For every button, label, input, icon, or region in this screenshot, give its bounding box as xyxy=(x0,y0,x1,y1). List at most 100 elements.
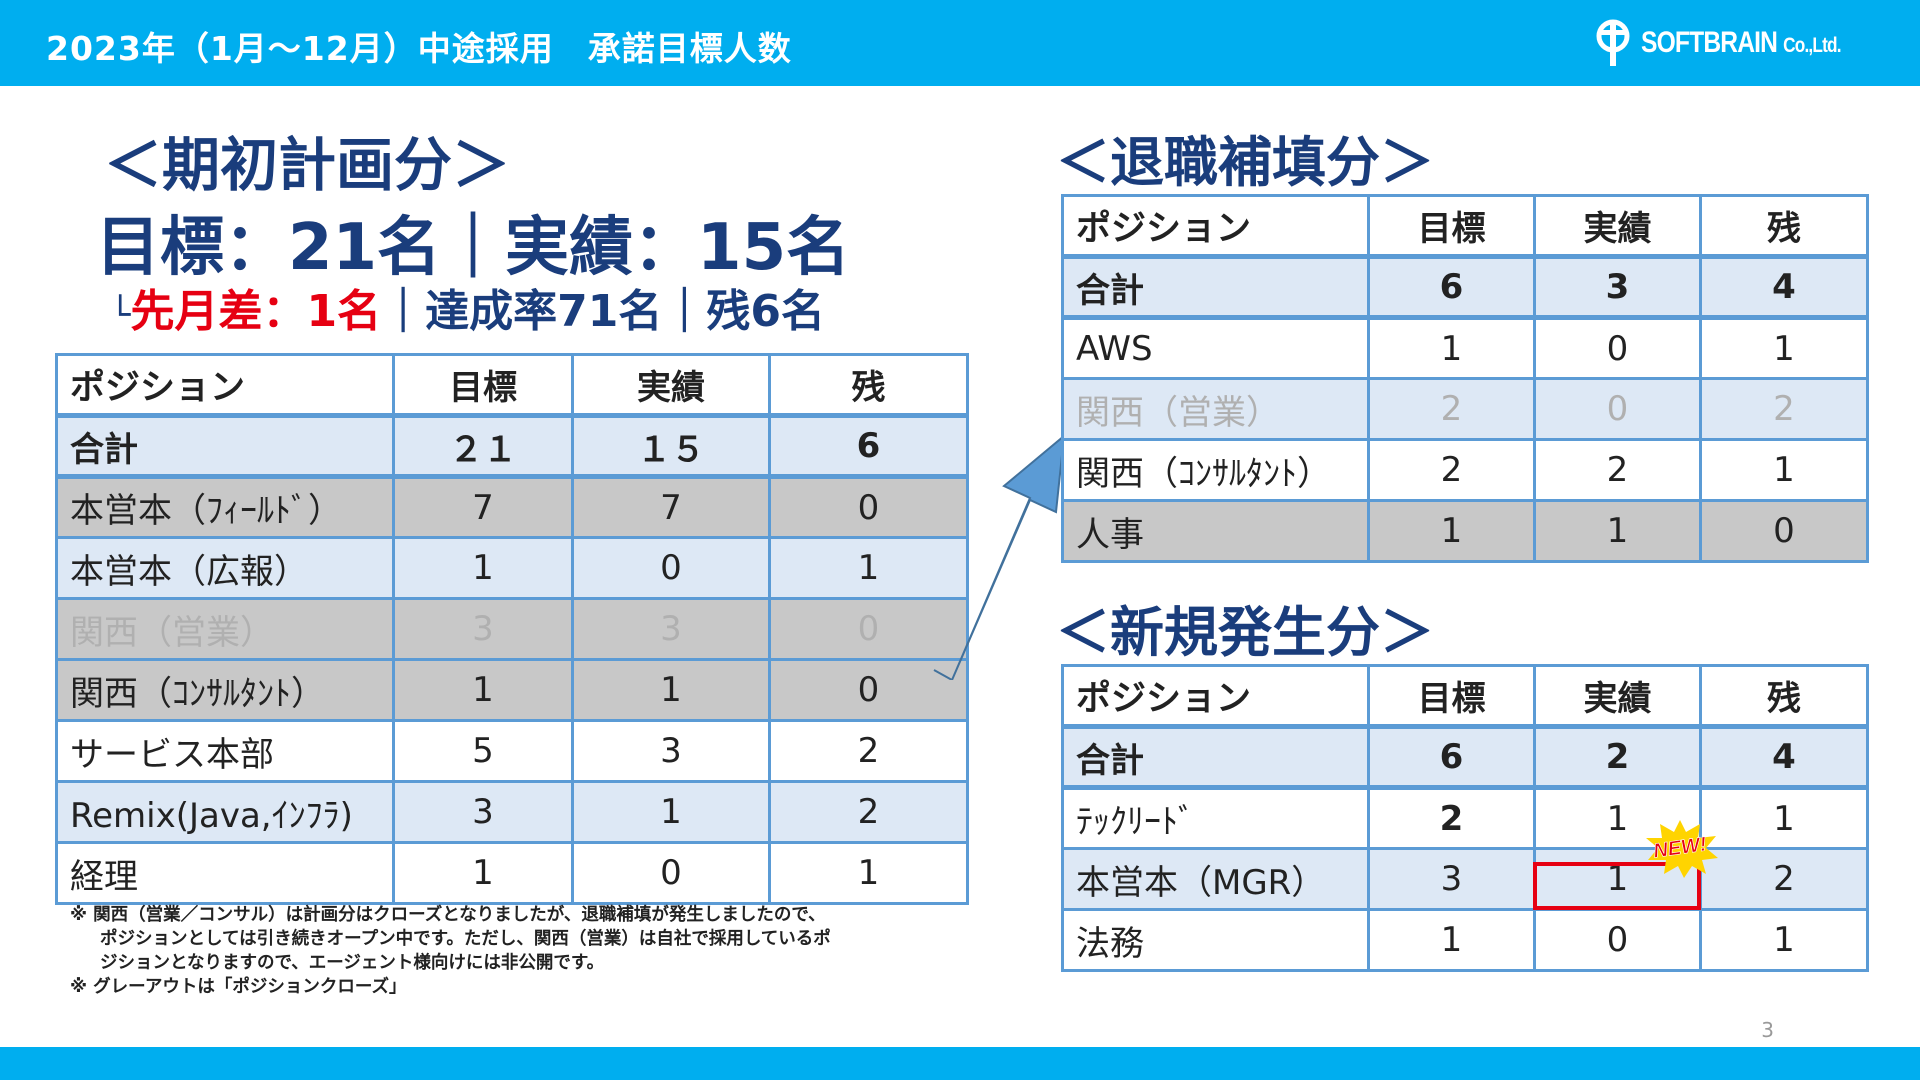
total-row: 合計 6 2 4 xyxy=(1061,725,1869,790)
logo-suffix: Co.,Ltd. xyxy=(1782,34,1841,57)
cell: 1 xyxy=(1533,847,1702,911)
cell: 関西（営業） xyxy=(1061,377,1370,441)
cell: 1 xyxy=(1699,316,1869,380)
achievement-rest: ｜達成率71名｜残6名 xyxy=(381,286,825,337)
softbrain-logo-icon xyxy=(1596,19,1629,66)
cell: 1 xyxy=(392,536,574,600)
new-badge: NEW! xyxy=(1646,820,1718,878)
cell: 2 xyxy=(1367,438,1536,502)
table-row: 経理 1 0 1 xyxy=(55,841,969,905)
cell: 2 xyxy=(768,719,969,783)
cell: 0 xyxy=(768,597,969,661)
header-position: ポジション xyxy=(1061,664,1370,729)
footnote-line: ポジションとしては引き続きオープン中です。ただし、関西（営業）は自社で採用してい… xyxy=(100,929,831,949)
cell: 0 xyxy=(571,536,771,600)
header-remaining: 残 xyxy=(1699,194,1869,259)
cell: Remix(Java,ｲﾝﾌﾗ) xyxy=(55,780,395,844)
cell: 合計 xyxy=(1061,255,1370,320)
cell: 法務 xyxy=(1061,908,1370,972)
cell: 6 xyxy=(768,414,969,479)
header-remaining: 残 xyxy=(768,353,969,418)
cell: 2 xyxy=(1367,786,1536,850)
arrow-icon xyxy=(933,433,1066,680)
table-row: 法務 1 0 1 xyxy=(1061,908,1869,972)
cell: 1 xyxy=(392,841,574,905)
cell: 1 xyxy=(1699,786,1869,850)
page-number: 3 xyxy=(1761,1018,1774,1042)
cell: １５ xyxy=(571,414,771,479)
table-row: 関西（ｺﾝｻﾙﾀﾝﾄ） 2 2 1 xyxy=(1061,438,1869,502)
cell: 本営本（ﾌｨｰﾙﾄﾞ） xyxy=(55,475,395,539)
cell: 3 xyxy=(1367,847,1536,911)
cell: 3 xyxy=(571,597,771,661)
header-target: 目標 xyxy=(1367,194,1536,259)
footnote: ※ 関西（営業／コンサル）は計画分はクローズとなりましたが、退職補填が発生しまし… xyxy=(70,903,970,999)
cell: 3 xyxy=(571,719,771,783)
table-row: ﾃｯｸﾘｰﾄﾞ 2 1 1 xyxy=(1061,786,1869,850)
cell: 1 xyxy=(1367,499,1536,563)
cell: 1 xyxy=(1367,316,1536,380)
company-logo: SOFTBRAIN Co.,Ltd. xyxy=(1593,16,1885,70)
table-row: 関西（営業） 2 0 2 xyxy=(1061,377,1869,441)
new-heading: ＜新規発生分＞ xyxy=(1056,601,1434,664)
footer-bar xyxy=(0,1047,1920,1080)
cell: 0 xyxy=(768,658,969,722)
cell: 5 xyxy=(392,719,574,783)
cell: 0 xyxy=(571,841,771,905)
cell: 2 xyxy=(1699,847,1869,911)
corner-mark: └ xyxy=(110,295,131,335)
cell: 本営本（広報） xyxy=(55,536,395,600)
footnote-line: ※ グレーアウトは「ポジションクローズ」 xyxy=(70,977,407,997)
cell: 0 xyxy=(768,475,969,539)
cell: 3 xyxy=(392,597,574,661)
cell: AWS xyxy=(1061,316,1370,380)
cell: 7 xyxy=(571,475,771,539)
table-row: 人事 1 1 0 xyxy=(1061,499,1869,563)
table-row: サービス本部 5 3 2 xyxy=(55,719,969,783)
logo-text: SOFTBRAIN xyxy=(1640,26,1778,59)
table-row: AWS 1 0 1 xyxy=(1061,316,1869,380)
cell: 合計 xyxy=(1061,725,1370,790)
cell: 0 xyxy=(1533,316,1702,380)
cell: 1 xyxy=(1699,438,1869,502)
footnote-line: ※ 関西（営業／コンサル）は計画分はクローズとなりましたが、退職補填が発生しまし… xyxy=(70,905,826,925)
table-row: 関西（営業） 3 3 0 xyxy=(55,597,969,661)
cell: 1 xyxy=(571,658,771,722)
cell: 1 xyxy=(768,841,969,905)
slide-title: 2023年（1月～12月）中途採用 承諾目標人数 xyxy=(46,29,792,68)
cell: 2 xyxy=(1367,377,1536,441)
table-row: 本営本（広報） 1 0 1 xyxy=(55,536,969,600)
cell: 1 xyxy=(571,780,771,844)
total-row: 合計 6 3 4 xyxy=(1061,255,1869,320)
cell: 1 xyxy=(768,536,969,600)
retire-heading: ＜退職補填分＞ xyxy=(1056,131,1434,194)
cell: 6 xyxy=(1367,255,1536,320)
table-row: 関西（ｺﾝｻﾙﾀﾝﾄ） 1 1 0 xyxy=(55,658,969,722)
header-position: ポジション xyxy=(55,353,395,418)
cell: 1 xyxy=(1699,908,1869,972)
cell: 4 xyxy=(1699,255,1869,320)
cell: 関西（ｺﾝｻﾙﾀﾝﾄ） xyxy=(1061,438,1370,502)
cell: ﾃｯｸﾘｰﾄﾞ xyxy=(1061,786,1370,850)
total-row: 合計 ２１ １５ 6 xyxy=(55,414,969,479)
cell: 0 xyxy=(1699,499,1869,563)
footnote-line: ジションとなりますので、エージェント様向けには非公開です。 xyxy=(100,953,605,973)
cell: ２１ xyxy=(392,414,574,479)
cell: 7 xyxy=(392,475,574,539)
cell: 2 xyxy=(1533,438,1702,502)
header-remaining: 残 xyxy=(1699,664,1869,729)
plan-table: ポジション 目標 実績 残 合計 ２１ １５ 6 本営本（ﾌｨｰﾙﾄﾞ） 7 7… xyxy=(55,353,969,905)
table-header-row: ポジション 目標 実績 残 xyxy=(55,353,969,418)
cell: 2 xyxy=(768,780,969,844)
new-positions-table: ポジション 目標 実績 残 合計 6 2 4 ﾃｯｸﾘｰﾄﾞ 2 1 1 本営本… xyxy=(1061,664,1869,972)
cell: 3 xyxy=(1533,255,1702,320)
retire-table: ポジション 目標 実績 残 合計 6 3 4 AWS 1 0 1 関西（営業） … xyxy=(1061,194,1869,563)
cell: 1 xyxy=(1533,499,1702,563)
table-header-row: ポジション 目標 実績 残 xyxy=(1061,194,1869,259)
cell: 本営本（MGR） xyxy=(1061,847,1370,911)
plan-subsummary: └先月差：1名｜達成率71名｜残6名 xyxy=(110,275,825,339)
cell: 関西（ｺﾝｻﾙﾀﾝﾄ） xyxy=(55,658,395,722)
header-position: ポジション xyxy=(1061,194,1370,259)
highlight-box xyxy=(1533,862,1701,910)
table-row: 本営本（MGR） 3 1 2 xyxy=(1061,847,1869,911)
